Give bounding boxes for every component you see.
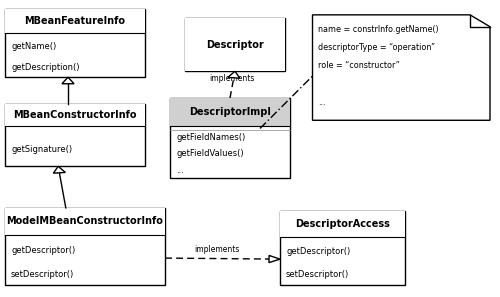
Text: getDescription(): getDescription() <box>11 63 80 72</box>
Text: role = “constructor”: role = “constructor” <box>318 61 400 70</box>
Bar <box>170 98 290 126</box>
Text: DescriptorImpl: DescriptorImpl <box>189 107 271 117</box>
Bar <box>5 208 165 235</box>
Text: setDescriptor(): setDescriptor() <box>286 270 350 279</box>
Text: getSignature(): getSignature() <box>11 145 72 154</box>
Text: MBeanFeatureInfo: MBeanFeatureInfo <box>24 16 126 26</box>
Bar <box>5 9 145 33</box>
Bar <box>5 104 145 126</box>
Text: ...: ... <box>176 166 184 175</box>
Text: getName(): getName() <box>11 42 56 51</box>
Bar <box>280 211 405 237</box>
Polygon shape <box>228 71 240 78</box>
Text: name = constrInfo.getName(): name = constrInfo.getName() <box>318 25 439 34</box>
Bar <box>5 208 165 285</box>
Bar <box>5 104 145 166</box>
Polygon shape <box>54 166 66 173</box>
Text: getFieldNames(): getFieldNames() <box>176 132 246 141</box>
Polygon shape <box>312 15 490 120</box>
Text: Descriptor: Descriptor <box>206 40 264 50</box>
Text: ModelMBeanConstructorInfo: ModelMBeanConstructorInfo <box>6 217 164 226</box>
Bar <box>185 18 285 71</box>
Bar <box>280 211 405 285</box>
Polygon shape <box>269 255 280 263</box>
Text: MBeanConstructorInfo: MBeanConstructorInfo <box>14 110 137 120</box>
Text: descriptorType = “operation”: descriptorType = “operation” <box>318 43 436 52</box>
Text: setDescriptor(): setDescriptor() <box>11 270 74 279</box>
Text: ...: ... <box>318 98 326 107</box>
Text: implements: implements <box>194 245 240 254</box>
Bar <box>5 9 145 77</box>
Bar <box>185 18 285 71</box>
Text: getDescriptor(): getDescriptor() <box>11 246 75 255</box>
Bar <box>170 98 290 178</box>
Text: getFieldValues(): getFieldValues() <box>176 149 244 158</box>
Text: implements: implements <box>209 75 254 83</box>
Text: DescriptorAccess: DescriptorAccess <box>295 219 390 229</box>
Polygon shape <box>62 77 74 84</box>
Text: getDescriptor(): getDescriptor() <box>286 247 350 256</box>
